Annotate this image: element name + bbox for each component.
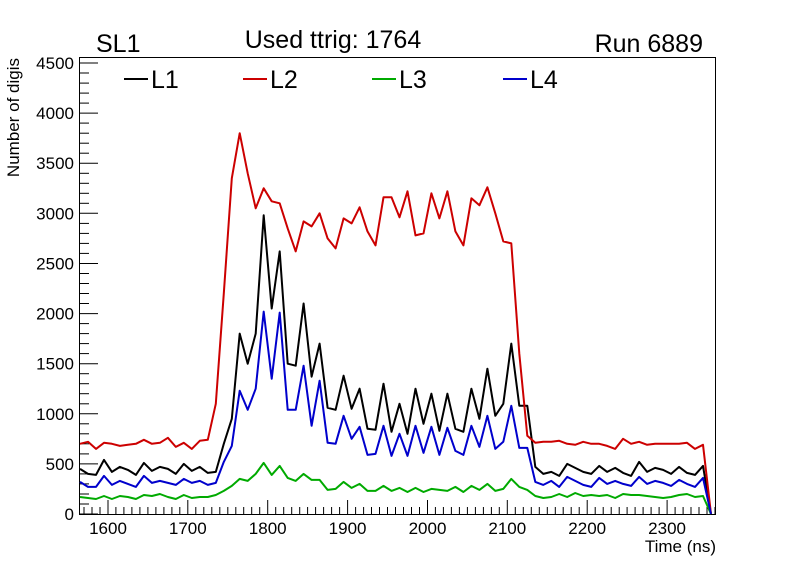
y-tick-label: 2500 (36, 255, 74, 274)
y-tick-label: 1500 (36, 355, 74, 374)
y-tick-label: 500 (46, 455, 74, 474)
y-tick-label: 2000 (36, 305, 74, 324)
series-line-l1 (79, 214, 712, 515)
y-tick-label: 4000 (36, 104, 74, 123)
header-left-label: SL1 (96, 30, 140, 58)
legend-label-l2: L2 (270, 66, 298, 94)
plot-frame (79, 57, 716, 515)
y-tick-label: 0 (65, 505, 74, 524)
x-tick-label: 2100 (488, 519, 526, 538)
y-tick-label: 1000 (36, 405, 74, 424)
x-tick-label: 1800 (249, 519, 287, 538)
x-tick-label: 2000 (409, 519, 447, 538)
legend-label-l1: L1 (151, 66, 179, 94)
y-tick-label: 3500 (36, 154, 74, 173)
x-tick-label: 2200 (568, 519, 606, 538)
legend-label-l4: L4 (530, 66, 558, 94)
series-line-l4 (79, 310, 712, 515)
y-tick-label: 3000 (36, 204, 74, 223)
series-lines (79, 132, 712, 515)
x-tick-labels: 1600 1700 1800 1900 2000 2100 2200 2300 (89, 519, 686, 538)
y-tick-label: 4500 (36, 54, 74, 73)
chart-title: Used ttrig: 1764 (245, 26, 422, 54)
x-tick-label: 2300 (648, 519, 686, 538)
x-axis-label: Time (ns) (645, 537, 716, 556)
legend: L1 L2 L3 L4 (124, 66, 558, 94)
x-tick-label: 1600 (89, 519, 127, 538)
y-axis-label: Number of digis (4, 58, 23, 177)
header-right-label: Run 6889 (595, 30, 703, 58)
legend-label-l3: L3 (399, 66, 427, 94)
x-tick-label: 1900 (329, 519, 367, 538)
series-line-l2 (79, 132, 712, 515)
y-tick-labels: 0 500 1000 1500 2000 2500 3000 3500 4000 4500 (36, 54, 74, 524)
x-tick-label: 1700 (169, 519, 207, 538)
series-line-l3 (79, 461, 712, 515)
